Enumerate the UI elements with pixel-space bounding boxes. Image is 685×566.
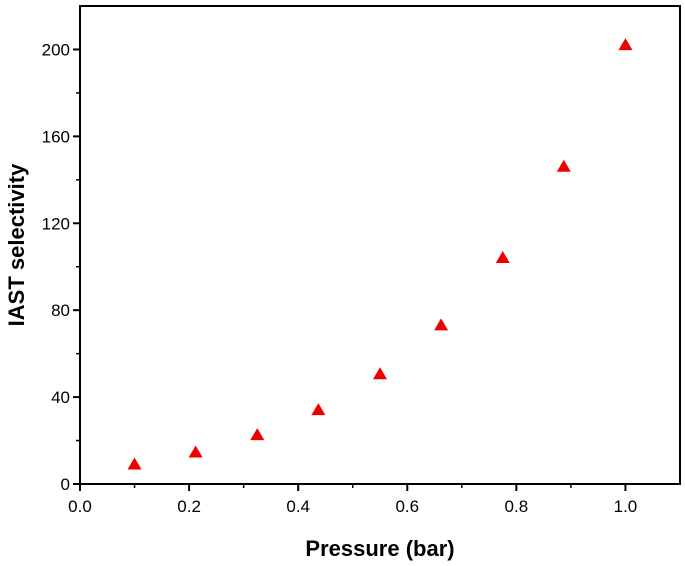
x-axis-title: Pressure (bar) bbox=[305, 536, 454, 561]
x-tick-label: 0.4 bbox=[286, 497, 310, 516]
x-tick-label: 0.8 bbox=[505, 497, 529, 516]
data-point bbox=[618, 38, 633, 51]
x-tick-label: 0.6 bbox=[395, 497, 419, 516]
y-axis-title: IAST selectivity bbox=[4, 163, 29, 326]
data-point bbox=[250, 428, 265, 441]
x-tick-label: 0.2 bbox=[177, 497, 201, 516]
data-point bbox=[556, 159, 571, 172]
data-point bbox=[311, 403, 326, 416]
axis-tick-labels: 0.0 0.2 0.4 0.6 0.8 1.0 0 40 80 120 160 200 bbox=[42, 40, 638, 516]
y-tick-label: 160 bbox=[42, 127, 70, 146]
x-tick-label: 0.0 bbox=[68, 497, 92, 516]
data-point bbox=[495, 251, 510, 264]
data-point bbox=[373, 367, 387, 380]
data-points bbox=[127, 38, 633, 470]
y-tick-label: 200 bbox=[42, 40, 70, 59]
data-point bbox=[434, 318, 449, 331]
data-point bbox=[127, 457, 142, 470]
y-tick-label: 120 bbox=[42, 214, 70, 233]
axis-ticks bbox=[73, 48, 627, 491]
plot-frame bbox=[79, 5, 681, 485]
y-tick-label: 80 bbox=[51, 301, 70, 320]
x-tick-label: 1.0 bbox=[614, 497, 638, 516]
y-tick-label: 40 bbox=[51, 388, 70, 407]
y-tick-label: 0 bbox=[61, 475, 70, 494]
data-point bbox=[188, 445, 203, 458]
